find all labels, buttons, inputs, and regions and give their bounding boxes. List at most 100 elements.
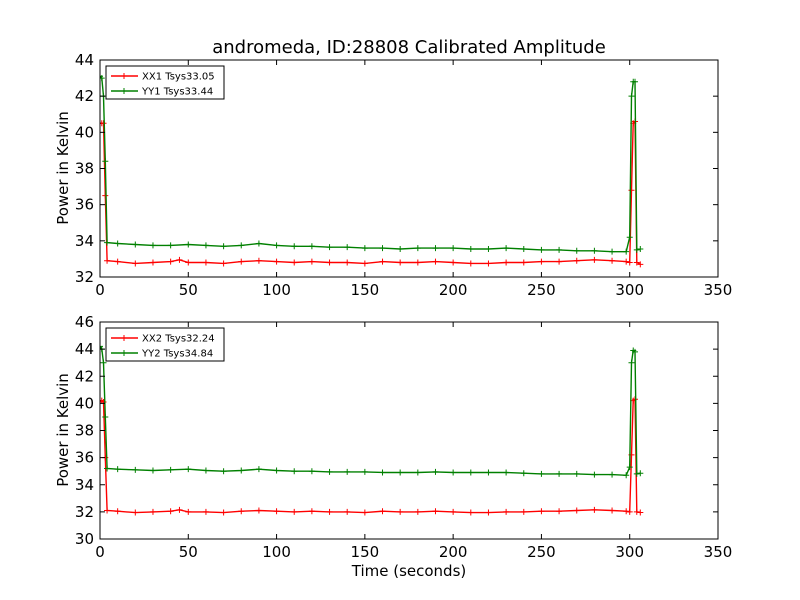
- x-tick-label: 300: [615, 543, 644, 561]
- y-tick-label: 40: [75, 123, 94, 141]
- data-point: [149, 242, 156, 249]
- data-point: [255, 257, 262, 264]
- data-point: [573, 470, 580, 477]
- data-point: [167, 508, 174, 515]
- data-point: [176, 506, 183, 513]
- data-point: [467, 260, 474, 267]
- legend-label: YY2 Tsys34.84: [141, 349, 213, 360]
- data-point: [255, 240, 262, 247]
- x-tick-label: 350: [704, 281, 733, 299]
- data-point: [626, 464, 633, 471]
- data-point: [628, 93, 635, 100]
- data-point: [273, 508, 280, 515]
- data-point: [633, 246, 640, 253]
- bottom-y-axis-label: Power in Kelvin: [54, 373, 72, 487]
- bottom-plot-area: 0 50 100 150 200 250 300 350 30 32 34 36 38 40 42 44 46 X…: [75, 313, 732, 561]
- legend: XX1 Tsys33.05 YY1 Tsys33.44: [105, 65, 225, 100]
- data-point: [132, 260, 139, 267]
- x-tick-label: 200: [439, 543, 468, 561]
- data-point: [538, 258, 545, 265]
- data-point: [149, 467, 156, 474]
- x-axis-label: Time (seconds): [351, 562, 467, 580]
- data-point: [379, 469, 386, 476]
- data-point: [132, 509, 139, 516]
- chart-title: andromeda, ID:28808 Calibrated Amplitude: [212, 37, 606, 58]
- data-point: [432, 468, 439, 475]
- data-point: [132, 241, 139, 248]
- data-point: [573, 257, 580, 264]
- data-point: [379, 508, 386, 515]
- data-point: [361, 468, 368, 475]
- data-point: [100, 399, 107, 406]
- data-point: [308, 508, 315, 515]
- data-point: [485, 469, 492, 476]
- data-point: [308, 468, 315, 475]
- data-point: [623, 258, 630, 265]
- data-point: [556, 246, 563, 253]
- data-point: [397, 508, 404, 515]
- data-point: [623, 248, 630, 255]
- x-tick-label: 0: [95, 281, 105, 299]
- data-point: [185, 241, 192, 248]
- data-point: [185, 508, 192, 515]
- data-point: [573, 247, 580, 254]
- data-point: [623, 508, 630, 515]
- y-tick-label: 38: [75, 160, 94, 178]
- data-point: [255, 466, 262, 473]
- data-point: [344, 508, 351, 515]
- data-point: [503, 508, 510, 515]
- data-point: [291, 243, 298, 250]
- data-point: [467, 509, 474, 516]
- data-point: [255, 507, 262, 514]
- data-point: [632, 78, 639, 85]
- legend-box: [105, 65, 225, 100]
- data-point: [556, 470, 563, 477]
- y-tick-label: 32: [75, 503, 94, 521]
- data-point: [132, 466, 139, 473]
- data-point: [291, 468, 298, 475]
- legend-label: XX1 Tsys33.05: [142, 72, 215, 83]
- data-point: [467, 245, 474, 252]
- data-point: [104, 257, 111, 264]
- legend-marker: [121, 73, 127, 79]
- data-point: [104, 239, 111, 246]
- data-point: [628, 187, 635, 194]
- data-point: [573, 507, 580, 514]
- data-point: [114, 508, 121, 515]
- data-point: [637, 261, 644, 268]
- data-point: [623, 472, 630, 479]
- data-point: [633, 508, 640, 515]
- data-point: [102, 158, 109, 165]
- data-point: [432, 245, 439, 252]
- data-point: [379, 245, 386, 252]
- x-tick-label: 350: [704, 543, 733, 561]
- legend-marker: [121, 88, 127, 94]
- data-point: [633, 259, 640, 266]
- data-point: [104, 507, 111, 514]
- data-point: [503, 259, 510, 266]
- data-point: [467, 469, 474, 476]
- data-point: [149, 259, 156, 266]
- data-point: [361, 509, 368, 516]
- data-point: [238, 242, 245, 249]
- x-tick-label: 100: [262, 281, 291, 299]
- data-point: [450, 245, 457, 252]
- data-point: [379, 258, 386, 265]
- y-tick-label: 44: [75, 51, 94, 69]
- y-tick-label: 36: [75, 449, 94, 467]
- data-point: [176, 256, 183, 263]
- data-point: [344, 468, 351, 475]
- data-point: [308, 243, 315, 250]
- data-point: [538, 470, 545, 477]
- data-point: [609, 257, 616, 264]
- data-point: [637, 245, 644, 252]
- data-point: [114, 466, 121, 473]
- data-point: [485, 260, 492, 267]
- top-plot-area: 0 50 100 150 200 250 300 350 32 34 36 38 40 42 44 XX1 T…: [75, 51, 732, 299]
- data-point: [273, 258, 280, 265]
- data-point: [220, 468, 227, 475]
- data-point: [114, 240, 121, 247]
- top-panel: andromeda, ID:28808 Calibrated Amplitude…: [54, 37, 732, 299]
